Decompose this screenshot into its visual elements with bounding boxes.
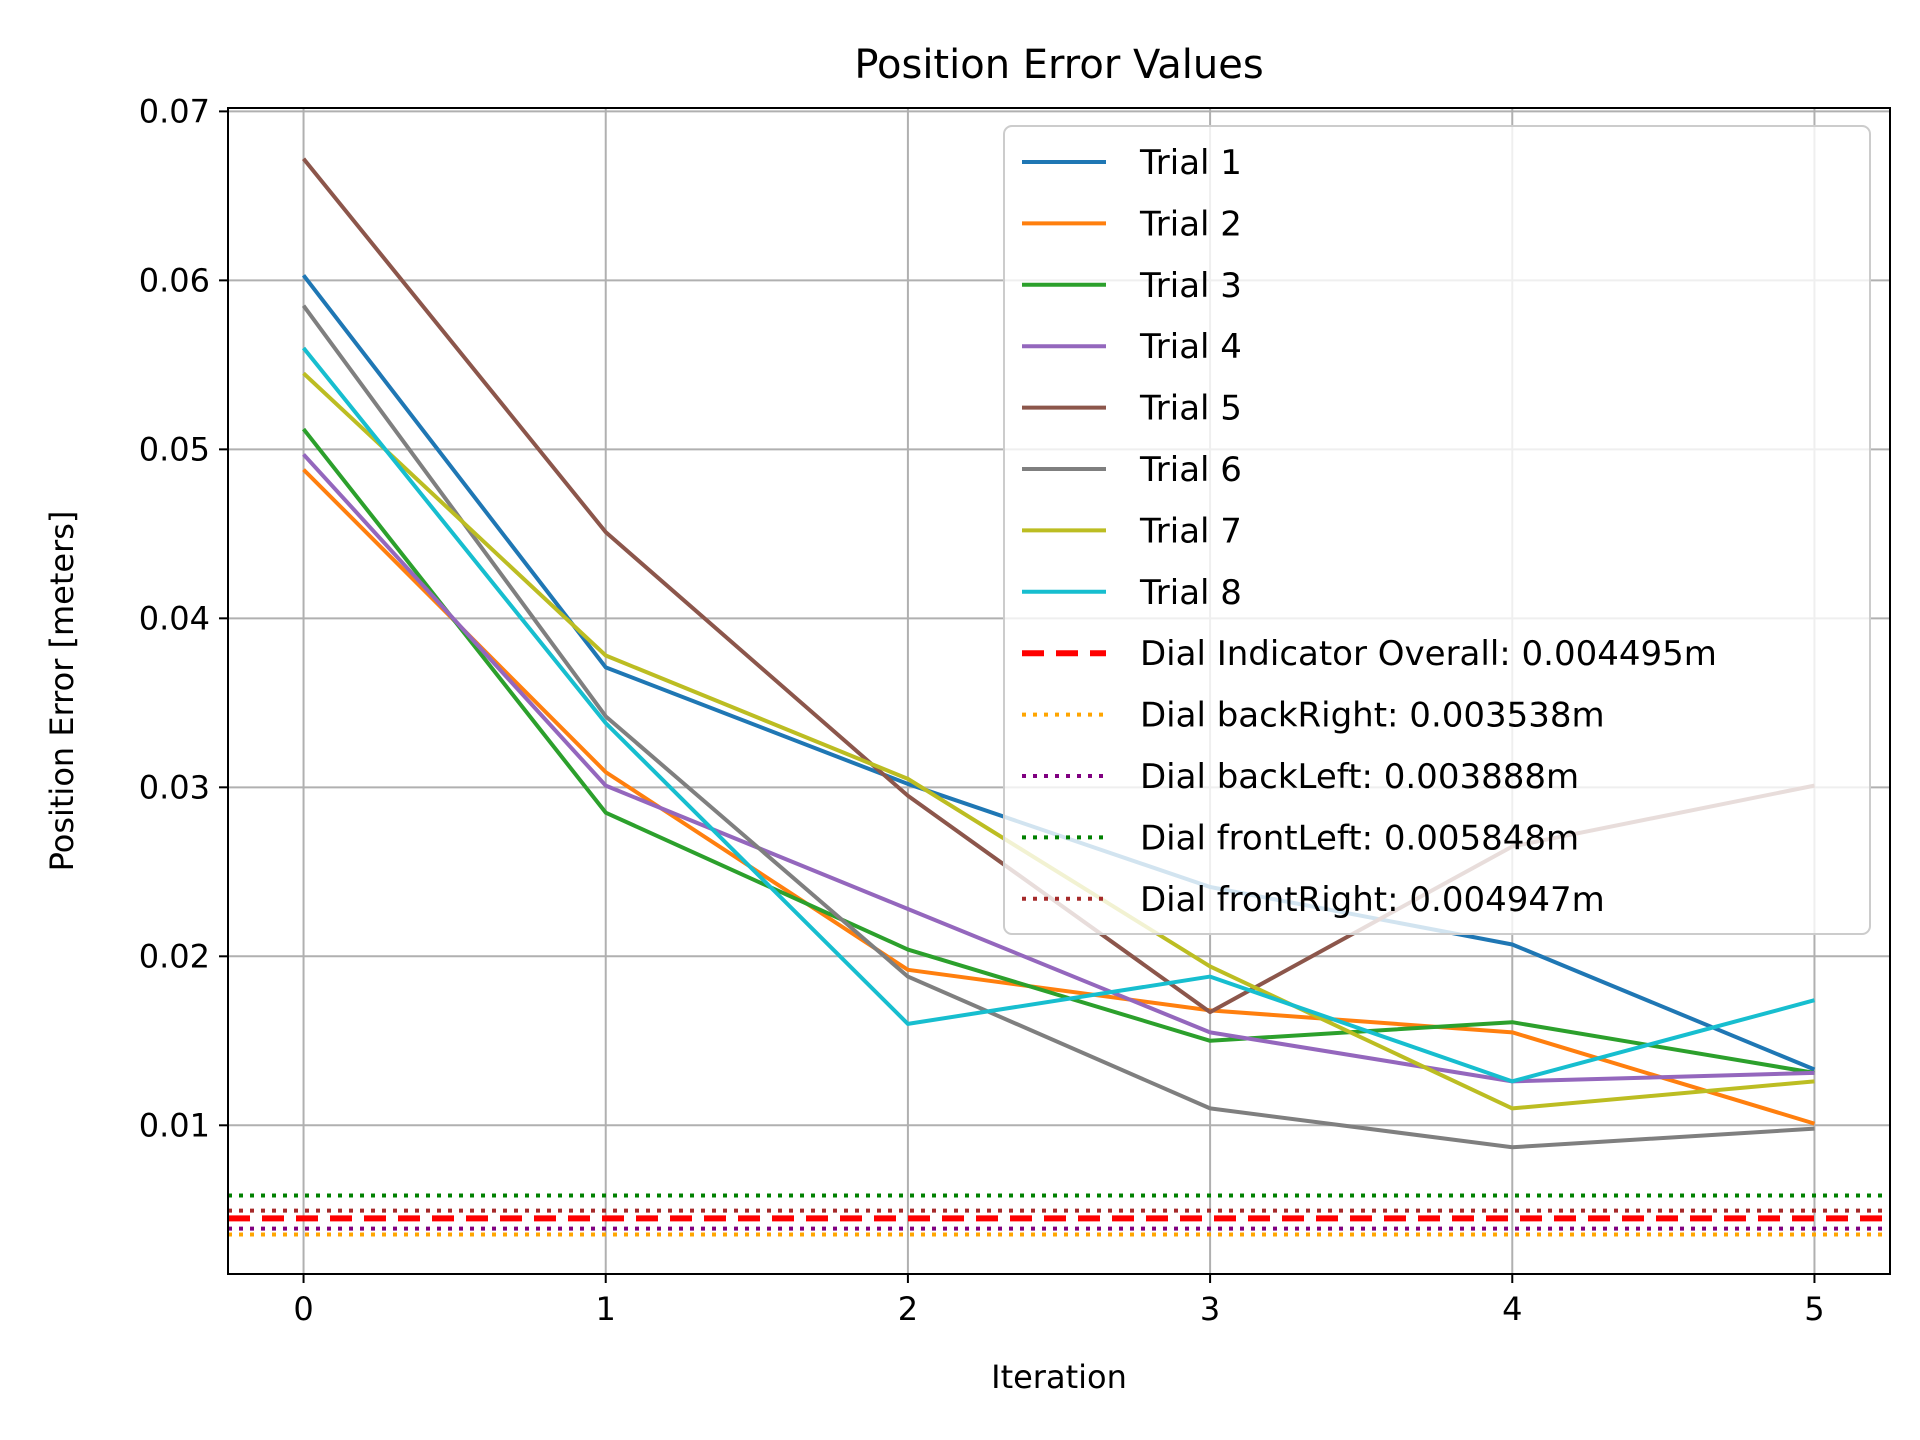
x-tick-label: 1 [596, 1290, 616, 1328]
legend-label: Trial 3 [1139, 266, 1242, 306]
x-tick-label: 3 [1200, 1290, 1220, 1328]
y-tick-label: 0.07 [139, 92, 210, 130]
series-line [301, 427, 1815, 1075]
legend-label: Trial 8 [1139, 573, 1242, 613]
series-line [301, 304, 1815, 1150]
x-axis-label: Iteration [991, 1358, 1127, 1396]
legend: Trial 1 Trial 2 Trial 3 Trial 4 Trial 5 Trial… [1003, 125, 1871, 935]
axis-ticks: 0 1 2 3 4 5 0.01 0.02 0.03 0.04 0.05 0.06 0.07 [139, 92, 1825, 1328]
x-tick-label: 4 [1502, 1290, 1522, 1328]
chart-title: Position Error Values [854, 42, 1263, 88]
legend-label: Dial backRight: 0.003538m [1140, 696, 1605, 736]
legend-label: Dial backLeft: 0.003888m [1140, 757, 1579, 797]
y-axis-label: Position Error [meters] [43, 511, 81, 872]
legend-label: Trial 4 [1139, 327, 1242, 367]
y-tick-label: 0.01 [139, 1106, 210, 1144]
legend-label: Dial Indicator Overall: 0.004495m [1140, 634, 1717, 674]
legend-label: Trial 6 [1139, 450, 1242, 490]
legend-label: Trial 1 [1139, 143, 1242, 183]
legend-label: Dial frontLeft: 0.005848m [1140, 818, 1579, 858]
legend-label: Trial 7 [1139, 511, 1242, 551]
series-line [301, 346, 1815, 1084]
legend-label: Trial 5 [1139, 389, 1242, 429]
series-line [302, 468, 1816, 1126]
y-tick-label: 0.06 [139, 261, 210, 299]
series-line [302, 453, 1815, 1084]
y-tick-label: 0.03 [139, 768, 210, 806]
y-tick-label: 0.05 [139, 430, 210, 468]
legend-label: Dial frontRight: 0.004947m [1140, 880, 1605, 920]
y-tick-label: 0.04 [139, 599, 210, 637]
x-tick-label: 0 [293, 1290, 313, 1328]
plot-frame [227, 107, 1891, 1275]
reference-lines [228, 1193, 1890, 1237]
legend-items: Trial 1 Trial 2 Trial 3 Trial 4 Trial 5 Trial… [1022, 143, 1717, 920]
legend-label: Trial 2 [1139, 204, 1242, 244]
x-tick-label: 2 [898, 1290, 918, 1328]
legend-frame [1003, 125, 1871, 935]
y-tick-label: 0.02 [139, 937, 210, 975]
x-tick-label: 5 [1804, 1290, 1824, 1328]
